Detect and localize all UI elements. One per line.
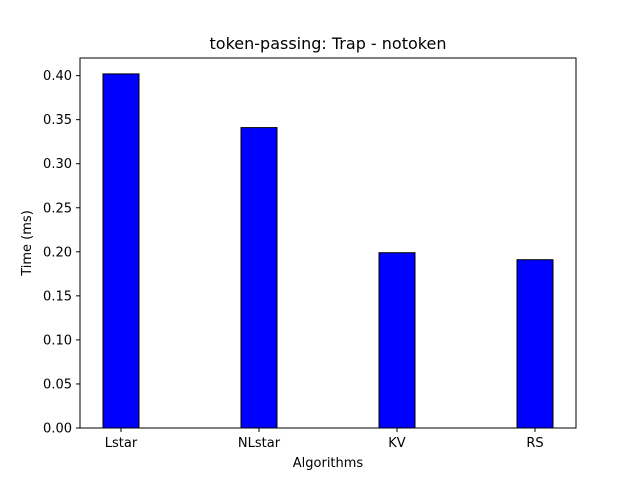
x-tick-label-kv: KV [388,436,406,451]
y-tick-label: 0.35 [43,113,72,128]
x-tick-label-lstar: Lstar [105,436,138,451]
y-tick-label: 0.00 [43,422,72,437]
plot-area: 0.00 0.05 0.10 0.15 0.20 0.25 0.30 0.35 0.40 Lsta… [43,57,577,451]
y-tick-label: 0.10 [43,333,72,348]
bar-kv [378,252,416,429]
y-axis-label: Time (ms) [20,210,35,277]
x-axis-label: Algorithms [293,456,364,471]
axes-frame [79,57,577,429]
x-tick-label-rs: RS [526,436,543,451]
bar-nlstar [240,127,278,429]
y-tick-label: 0.30 [43,157,72,172]
chart-title: token-passing: Trap - notoken [210,34,447,53]
y-tick-label: 0.25 [43,201,72,216]
bar-lstar [102,73,140,429]
y-tick-label: 0.20 [43,245,72,260]
x-tick-label-nlstar: NLstar [238,436,281,451]
y-tick-label: 0.15 [43,289,72,304]
bar-rs [516,259,554,429]
y-tick-label: 0.05 [43,377,72,392]
y-tick-label: 0.40 [43,69,72,84]
